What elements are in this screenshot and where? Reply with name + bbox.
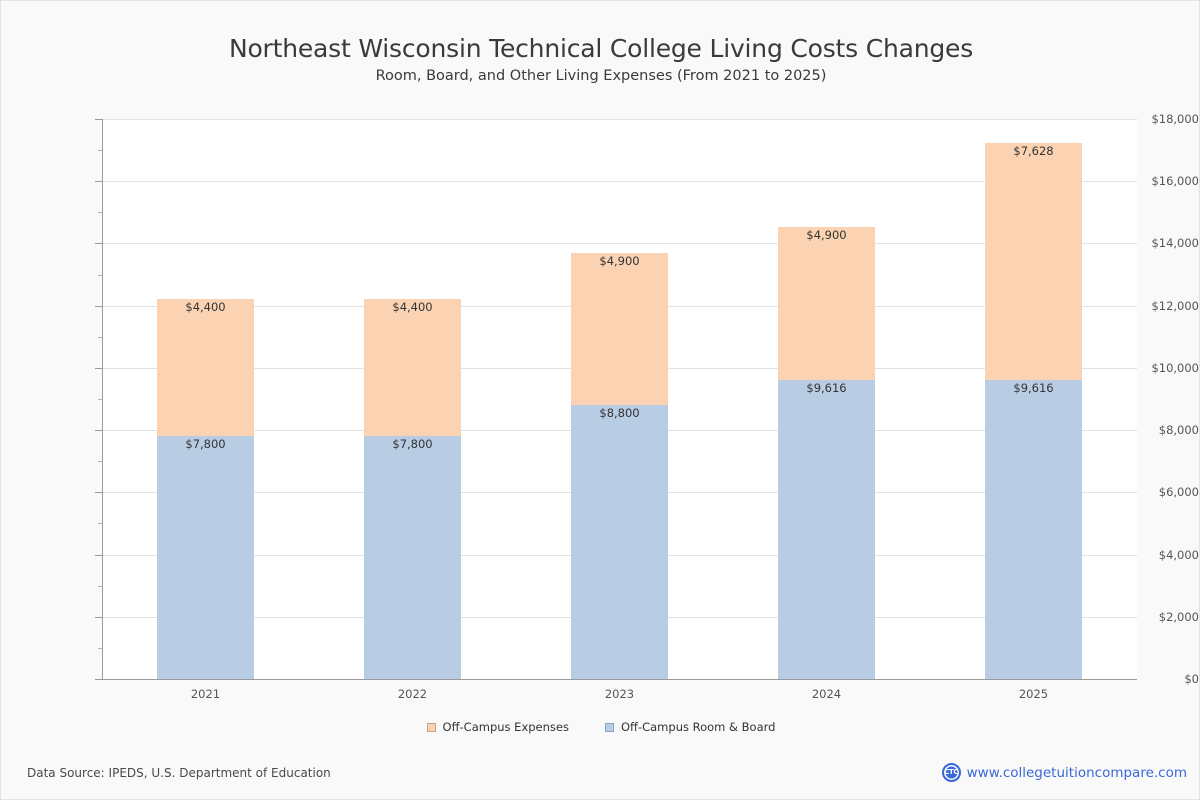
bar-segment[interactable] bbox=[778, 227, 875, 380]
y-axis-tick bbox=[95, 679, 102, 680]
y-axis-tick-label: $6,000 bbox=[1158, 485, 1199, 500]
y-axis-tick-label: $2,000 bbox=[1158, 609, 1199, 624]
bar-segment[interactable] bbox=[985, 142, 1082, 380]
bar-segment[interactable] bbox=[157, 436, 254, 679]
bar-segment[interactable] bbox=[571, 252, 668, 406]
y-axis-tick-label: $8,000 bbox=[1158, 423, 1199, 438]
x-axis-line bbox=[95, 679, 1137, 680]
y-axis-minor-tick bbox=[98, 461, 102, 463]
bar-segment[interactable] bbox=[364, 436, 461, 679]
x-axis-tick-label: 2023 bbox=[604, 687, 635, 701]
y-axis-minor-tick bbox=[98, 399, 102, 400]
gridline bbox=[102, 181, 1137, 183]
y-axis-tick bbox=[95, 119, 102, 120]
y-axis-minor-tick bbox=[98, 150, 102, 152]
bar-segment[interactable] bbox=[778, 379, 875, 679]
brand-url-text: www.collegetuitioncompare.com bbox=[966, 764, 1187, 781]
y-axis-minor-tick bbox=[98, 523, 102, 525]
y-axis-tick-label: $16,000 bbox=[1151, 174, 1199, 189]
y-axis-minor-tick bbox=[98, 336, 102, 338]
y-axis-tick bbox=[95, 367, 102, 369]
legend-swatch-icon bbox=[426, 722, 436, 732]
gridline bbox=[102, 119, 1137, 120]
y-axis-minor-tick bbox=[98, 274, 102, 276]
ctc-logo-icon: CTC bbox=[941, 763, 961, 782]
y-axis-tick bbox=[95, 616, 102, 618]
x-axis-tick-label: 2022 bbox=[397, 687, 428, 701]
y-axis-tick bbox=[95, 181, 102, 183]
legend-label: Off-Campus Expenses bbox=[442, 720, 569, 734]
page-subtitle: Room, Board, and Other Living Expenses (… bbox=[375, 68, 827, 84]
y-axis-tick-label: $18,000 bbox=[1151, 112, 1199, 126]
y-axis-tick-label: $10,000 bbox=[1151, 360, 1199, 375]
brand-logo-text: CTC bbox=[944, 768, 959, 776]
x-axis-tick-label: 2021 bbox=[190, 687, 221, 701]
bar-group[interactable]: $9,616 $7,628 bbox=[985, 119, 1082, 679]
bar-segment[interactable] bbox=[157, 299, 254, 437]
y-axis-tick-label: $0 bbox=[1184, 672, 1199, 686]
data-source-text: Data Source: IPEDS, U.S. Department of E… bbox=[27, 766, 331, 780]
chart-legend: Off-Campus Expenses Off-Campus Room & Boa… bbox=[1, 720, 1200, 734]
bar-segment[interactable] bbox=[364, 299, 461, 437]
gridline bbox=[102, 243, 1137, 245]
legend-label: Off-Campus Room & Board bbox=[620, 720, 776, 734]
y-axis-minor-tick bbox=[98, 585, 102, 587]
bar-group[interactable]: $7,800 $4,400 bbox=[364, 119, 461, 679]
y-axis-tick-label: $12,000 bbox=[1151, 298, 1199, 313]
y-axis-tick-label: $4,000 bbox=[1158, 547, 1199, 562]
y-axis-tick bbox=[95, 554, 102, 556]
y-axis-tick bbox=[95, 492, 102, 494]
bar-segment[interactable] bbox=[571, 405, 668, 679]
y-axis-tick bbox=[95, 243, 102, 245]
y-axis-minor-tick bbox=[98, 212, 102, 214]
bar-segment[interactable] bbox=[985, 379, 1082, 679]
brand-link[interactable]: CTC www.collegetuitioncompare.com bbox=[941, 763, 1187, 782]
legend-swatch-icon bbox=[604, 722, 614, 732]
plot-area: $7,800 $4,400 $7,800 $4,400 $8,800 $4,900 $9,6… bbox=[102, 119, 1137, 679]
bar-group[interactable]: $9,616 $4,900 bbox=[778, 119, 875, 679]
x-axis-tick-label: 2025 bbox=[1018, 687, 1049, 701]
y-axis-line bbox=[102, 119, 103, 679]
page-title: Northeast Wisconsin Technical College Li… bbox=[228, 34, 974, 63]
y-axis-tick bbox=[95, 305, 102, 307]
y-axis-minor-tick bbox=[98, 647, 102, 649]
legend-item[interactable]: Off-Campus Room & Board bbox=[604, 720, 776, 734]
bar-group[interactable]: $7,800 $4,400 bbox=[157, 119, 254, 679]
legend-item[interactable]: Off-Campus Expenses bbox=[426, 720, 569, 734]
bar-group[interactable]: $8,800 $4,900 bbox=[571, 119, 668, 679]
y-axis-tick bbox=[95, 430, 102, 432]
y-axis-tick-label: $14,000 bbox=[1151, 236, 1199, 251]
x-axis-tick-label: 2024 bbox=[811, 687, 842, 701]
